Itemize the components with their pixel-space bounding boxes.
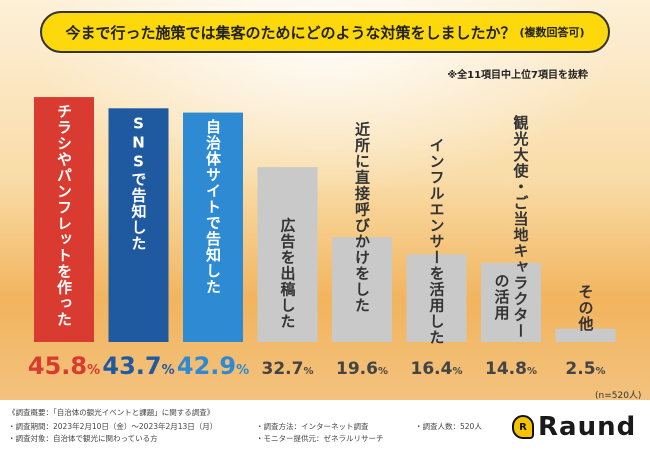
background <box>0 0 650 400</box>
bar-8 <box>555 328 616 342</box>
bar-2 <box>108 108 169 342</box>
bar-label-line: 広告を出稿した <box>279 216 297 329</box>
bar-label-5: 近所に直接呼びかけをした <box>353 120 371 313</box>
brand-mark-icon: R <box>512 415 534 439</box>
bar-chart: チラシやパンフレットを作った 45.8% SNSで告知した 43.7% 自治体サイトで告… <box>28 97 616 380</box>
footer: 《調査概要：「自治体の観光イベントと課題」に関する調査》 ・調査期間：2023年… <box>0 400 650 450</box>
subnote: ※全11項目中上位7項目を抜粋 <box>447 70 588 81</box>
bar-label-4: 広告を出稿した <box>279 216 297 329</box>
value-label-6: 16.4% <box>411 359 463 379</box>
bar-1 <box>34 97 94 342</box>
survey-target: ・調査対象：自治体で観光に関わっている方 <box>8 434 158 443</box>
bar-label-8: その他 <box>577 284 595 332</box>
bar-label-1: チラシやパンフレットを作った <box>55 103 73 327</box>
bar-6 <box>406 254 467 342</box>
question-title: 今まで行った施策では集客のためにどのような対策をしましたか？ <box>65 23 516 42</box>
value-label-3: 42.9% <box>177 352 249 380</box>
bar-7 <box>481 262 541 342</box>
survey-overview: 《調査概要：「自治体の観光イベントと課題」に関する調査》 <box>8 408 215 417</box>
survey-provider: ・モニター提供元：ゼネラルリサーチ <box>256 434 384 443</box>
bar-label-line: その他 <box>577 284 595 332</box>
survey-period: ・調査期間：2023年2月10日（金）〜2023年2月13日（月） <box>8 422 218 431</box>
value-label-8: 2.5% <box>565 359 605 379</box>
survey-method: ・調査方法：インターネット調査 <box>256 422 369 431</box>
value-label-4: 32.7% <box>262 359 314 379</box>
bar-label-3: 自治体サイトで告知した <box>204 118 222 295</box>
brand-logo: R Raund <box>512 412 636 442</box>
bar-5 <box>332 237 392 342</box>
sample-size-label: (n=520人) <box>595 391 642 401</box>
bar-label-line: の活用 <box>493 273 511 321</box>
bar-label-line: 観光大使・ご当地キャラクター <box>512 114 530 339</box>
bar-label-line: 近所に直接呼びかけをした <box>353 120 371 313</box>
bar-label-line: インフルエンサーを活用した <box>428 137 446 345</box>
value-label-7: 14.8% <box>485 359 537 379</box>
bar-label-2: SNSで告知した <box>130 114 148 251</box>
bar-label-line: 自治体サイトで告知した <box>204 118 222 295</box>
brand-name: Raund <box>538 412 637 442</box>
value-label-5: 19.6% <box>336 359 388 379</box>
bar-label-6: インフルエンサーを活用した <box>428 137 446 345</box>
bar-4 <box>257 167 318 342</box>
question-title-box: 今まで行った施策では集客のためにどのような対策をしましたか？ (複数回答可) <box>40 11 610 53</box>
question-title-note: (複数回答可) <box>519 26 585 39</box>
value-label-1: 45.8% <box>28 352 100 380</box>
bar-label-line: SNSで告知した <box>130 114 148 251</box>
bar-label-line: チラシやパンフレットを作った <box>55 103 73 327</box>
value-label-2: 43.7% <box>102 352 174 380</box>
bar-3 <box>183 112 243 342</box>
survey-count: ・調査人数：520人 <box>415 422 482 431</box>
